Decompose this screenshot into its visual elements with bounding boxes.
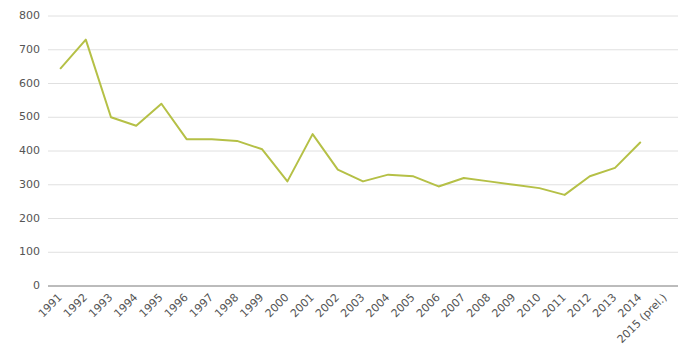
x-tick-label: 2013 xyxy=(590,291,619,320)
grid-line xyxy=(48,218,678,219)
x-tick-label: 1993 xyxy=(86,291,115,320)
x-axis-line xyxy=(48,286,678,287)
x-tick-label: 2004 xyxy=(363,291,392,320)
y-tick-label: 700 xyxy=(19,43,40,56)
y-tick-label: 600 xyxy=(19,77,40,90)
y-tick-label: 400 xyxy=(19,144,40,157)
y-tick-label: 300 xyxy=(19,178,40,191)
grid-line xyxy=(48,49,678,50)
x-tick-label: 2002 xyxy=(313,291,342,320)
x-tick-label: 1992 xyxy=(61,291,90,320)
x-tick-label: 1995 xyxy=(137,291,166,320)
grid-line xyxy=(48,252,678,253)
x-tick-label: 2007 xyxy=(439,291,468,320)
grid-line xyxy=(48,117,678,118)
x-tick-label: 2011 xyxy=(540,291,569,320)
x-tick-label: 1996 xyxy=(162,291,191,320)
x-tick-label: 2009 xyxy=(489,291,518,320)
x-tick-label: 2000 xyxy=(263,291,292,320)
grid-line xyxy=(48,83,678,84)
grid-line xyxy=(48,184,678,185)
y-tick-label: 500 xyxy=(19,110,40,123)
axes: 0100200300400500600700800199119921993199… xyxy=(19,9,678,346)
chart-container: 0100200300400500600700800199119921993199… xyxy=(0,0,692,360)
x-tick-label: 2012 xyxy=(565,291,594,320)
x-tick-label: 1998 xyxy=(212,291,241,320)
x-tick-label: 2015 (prel.) xyxy=(615,291,670,346)
grid-line xyxy=(48,286,678,287)
y-tick-label: 0 xyxy=(33,279,40,292)
y-tick-label: 100 xyxy=(19,245,40,258)
x-tick-label: 2008 xyxy=(464,291,493,320)
x-tick-label: 1994 xyxy=(111,291,140,320)
line xyxy=(61,40,641,195)
x-tick-label: 2003 xyxy=(338,291,367,320)
x-tick-label: 2001 xyxy=(288,291,317,320)
x-tick-label: 1999 xyxy=(237,291,266,320)
plot-area xyxy=(61,40,641,195)
y-tick-label: 200 xyxy=(19,212,40,225)
grid-line xyxy=(48,16,678,17)
x-tick-label: 1997 xyxy=(187,291,216,320)
x-tick-label: 1991 xyxy=(36,291,65,320)
grid-line xyxy=(48,151,678,152)
x-tick-label: 2005 xyxy=(389,291,418,320)
y-tick-label: 800 xyxy=(19,9,40,22)
x-tick-label: 2006 xyxy=(414,291,443,320)
x-tick-label: 2010 xyxy=(515,291,544,320)
chart: 0100200300400500600700800199119921993199… xyxy=(0,0,692,360)
